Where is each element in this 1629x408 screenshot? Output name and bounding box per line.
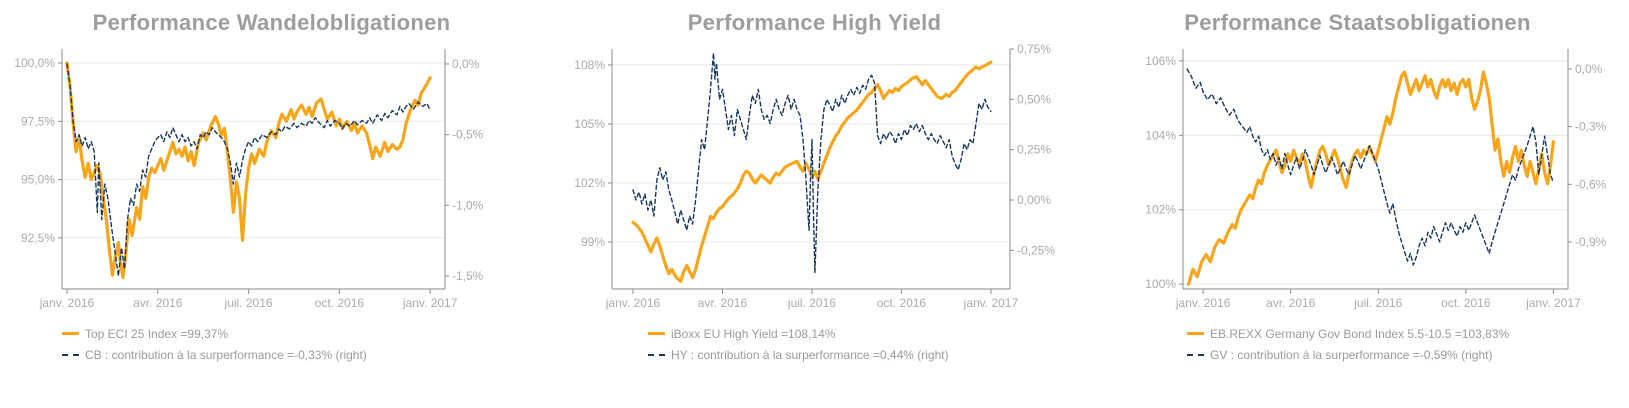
svg-text:0,50%: 0,50% (1017, 92, 1051, 106)
chart-legend: iBoxx EU High Yield =108,14% HY : contri… (543, 323, 1086, 365)
svg-text:avr. 2016: avr. 2016 (133, 296, 183, 310)
svg-text:100,0%: 100,0% (14, 56, 55, 70)
panel-wandelobligationen: Performance Wandelobligationen 100,0% 97,… (0, 0, 543, 365)
svg-text:0,25%: 0,25% (1017, 143, 1051, 157)
panel-high-yield: Performance High Yield 108% 105% 102% 99% 0,… (543, 0, 1086, 365)
legend-item: Top ECI 25 Index =99,37% (62, 323, 543, 344)
svg-text:-0,3%: -0,3% (1575, 120, 1607, 134)
legend-label: EB.REXX Germany Gov Bond Index 5.5-10.5 … (1210, 326, 1510, 341)
legend-item: CB : contribution à la surperformance =-… (62, 344, 543, 365)
legend-item: GV : contribution à la surperformance =-… (1187, 344, 1629, 365)
svg-text:104%: 104% (1145, 128, 1176, 142)
svg-text:100%: 100% (1145, 277, 1176, 291)
svg-text:95,0%: 95,0% (21, 173, 55, 187)
legend-label: GV : contribution à la surperformance =-… (1210, 347, 1493, 362)
svg-text:106%: 106% (1145, 54, 1176, 68)
svg-text:-1,5%: -1,5% (452, 269, 484, 283)
legend-item: HY : contribution à la surperformance =0… (648, 344, 1086, 365)
chart-legend: EB.REXX Germany Gov Bond Index 5.5-10.5 … (1086, 323, 1629, 365)
legend-label: CB : contribution à la surperformance =-… (85, 347, 367, 362)
svg-text:0,0%: 0,0% (1575, 62, 1603, 76)
svg-text:-0,6%: -0,6% (1575, 177, 1607, 191)
svg-text:oct. 2016: oct. 2016 (315, 296, 365, 310)
legend-label: HY : contribution à la surperformance =0… (671, 347, 949, 362)
svg-text:juil. 2016: juil. 2016 (224, 296, 273, 310)
svg-text:108%: 108% (574, 58, 605, 72)
svg-text:janv. 2017: janv. 2017 (402, 296, 458, 310)
legend-line-swatch-dashed (62, 353, 79, 356)
svg-text:0,75%: 0,75% (1017, 42, 1051, 56)
legend-item: EB.REXX Germany Gov Bond Index 5.5-10.5 … (1187, 323, 1629, 344)
svg-text:92,5%: 92,5% (21, 231, 55, 245)
svg-text:oct. 2016: oct. 2016 (1441, 296, 1491, 310)
legend-item: iBoxx EU High Yield =108,14% (648, 323, 1086, 344)
legend-line-swatch-solid (648, 332, 665, 335)
svg-text:avr. 2016: avr. 2016 (698, 296, 748, 310)
chart-title-staatsobligationen: Performance Staatsobligationen (1184, 10, 1531, 35)
legend-label: Top ECI 25 Index =99,37% (85, 326, 229, 341)
svg-text:juil. 2016: juil. 2016 (1353, 296, 1402, 310)
line-chart-wandelobligationen: 100,0% 97,5% 95,0% 92,5% 0,0% -0,5% -1,0% -1,5%… (14, 49, 484, 310)
svg-text:janv. 2016: janv. 2016 (1175, 296, 1231, 310)
svg-text:102%: 102% (574, 176, 605, 190)
panel-staatsobligationen: Performance Staatsobligationen 106% 104% 1… (1086, 0, 1629, 365)
svg-text:97,5%: 97,5% (21, 114, 55, 128)
legend-line-swatch-dashed (648, 353, 665, 356)
chart-title-wandelobligationen: Performance Wandelobligationen (92, 10, 451, 35)
svg-text:janv. 2017: janv. 2017 (1525, 296, 1581, 310)
svg-text:janv. 2017: janv. 2017 (963, 296, 1019, 310)
svg-text:avr. 2016: avr. 2016 (1266, 296, 1316, 310)
svg-text:-0,5%: -0,5% (452, 128, 484, 142)
svg-text:juil. 2016: juil. 2016 (787, 296, 836, 310)
svg-text:-1,0%: -1,0% (452, 198, 484, 212)
svg-text:99%: 99% (581, 235, 605, 249)
svg-text:janv. 2016: janv. 2016 (605, 296, 661, 310)
chart-legend: Top ECI 25 Index =99,37% CB : contributi… (0, 323, 543, 365)
svg-text:-0,25%: -0,25% (1017, 243, 1055, 257)
charts-board: Performance Wandelobligationen 100,0% 97,… (0, 0, 1629, 365)
svg-text:janv. 2016: janv. 2016 (39, 296, 95, 310)
line-chart-high-yield: 108% 105% 102% 99% 0,75% 0,50% 0,25% 0,00% -0,25… (574, 42, 1055, 310)
legend-line-swatch-dashed (1187, 353, 1204, 356)
legend-line-swatch-solid (1187, 332, 1204, 335)
legend-label: iBoxx EU High Yield =108,14% (671, 326, 836, 341)
legend-line-swatch-solid (62, 332, 79, 335)
svg-text:102%: 102% (1145, 203, 1176, 217)
svg-text:oct. 2016: oct. 2016 (877, 296, 927, 310)
svg-text:0,0%: 0,0% (452, 57, 480, 71)
svg-text:-0,9%: -0,9% (1575, 235, 1607, 249)
line-chart-staatsobligationen: 106% 104% 102% 100% 0,0% -0,3% -0,6% -0,9% janv.… (1145, 49, 1607, 310)
svg-text:105%: 105% (574, 117, 605, 131)
chart-title-high-yield: Performance High Yield (687, 10, 942, 35)
svg-text:0,00%: 0,00% (1017, 193, 1051, 207)
